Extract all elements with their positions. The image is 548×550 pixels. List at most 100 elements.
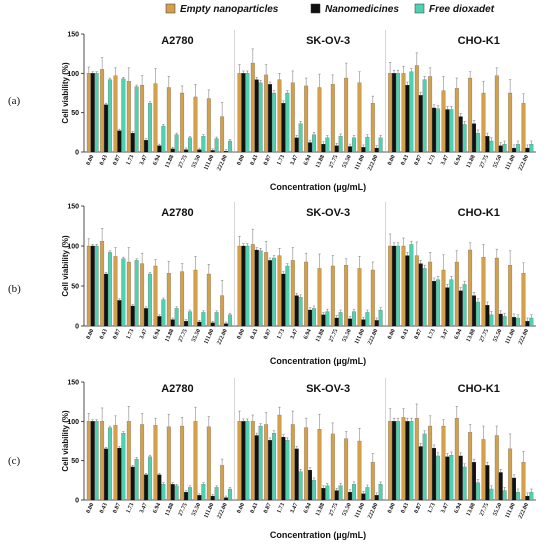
x-tick-label: 0.43 (250, 328, 260, 340)
bar (476, 482, 480, 501)
group-title: SK-OV-3 (306, 207, 350, 219)
bar (432, 447, 436, 501)
bar (325, 311, 330, 327)
bar (485, 465, 490, 501)
bar (304, 427, 309, 501)
bar (126, 421, 131, 501)
bar (250, 62, 255, 153)
y-tick-label: 150 (67, 204, 79, 211)
bar (117, 130, 122, 153)
bar (153, 425, 158, 501)
x-tick-label: 0.87 (414, 154, 424, 166)
bar (481, 439, 486, 501)
bar (344, 265, 349, 327)
bar (193, 96, 198, 153)
bar (458, 455, 463, 501)
x-tick-label: 13.88 (466, 328, 477, 343)
bar (90, 73, 95, 153)
bar (108, 79, 112, 153)
bar (365, 136, 370, 153)
x-tick-label: 27.75 (479, 328, 490, 343)
bar (516, 317, 520, 327)
bar (418, 263, 423, 327)
bar (272, 257, 276, 327)
group-title: CHO-K1 (458, 383, 500, 395)
bar (281, 436, 286, 501)
bar (290, 424, 295, 501)
x-tick-label: 3.47 (440, 328, 450, 340)
y-tick-label: 100 (67, 419, 79, 426)
x-tick-label: 27.75 (328, 154, 339, 169)
bar (268, 84, 272, 153)
bar (281, 273, 286, 327)
x-tick-label: 3.47 (290, 154, 300, 166)
bar (468, 432, 473, 501)
bar (180, 425, 185, 501)
x-tick-label: 111.00 (505, 502, 517, 519)
x-tick-label: 0.00 (236, 502, 246, 514)
bar (525, 495, 530, 501)
x-tick-label: 0.43 (99, 328, 109, 340)
bar (498, 472, 503, 501)
bar (161, 125, 166, 153)
bar (285, 440, 290, 501)
bar (445, 456, 450, 501)
x-tick-label: 111.00 (354, 502, 366, 519)
bar (228, 314, 232, 327)
bar (184, 321, 188, 327)
bar (321, 488, 326, 501)
legend-swatch (414, 3, 425, 14)
x-tick-label: 27.75 (479, 502, 490, 517)
bar (290, 260, 295, 327)
bar (144, 140, 148, 153)
group-title: A2780 (161, 207, 193, 219)
y-tick-label: 50 (71, 458, 79, 465)
bar (241, 245, 246, 327)
x-tick-label: 1.73 (126, 502, 136, 514)
cell-line-group: A2780 0.00 0.43 0.87 1.73 3.47 6.94 13.88 27.75 5… (86, 383, 232, 520)
x-tick-label: 3.47 (440, 154, 450, 166)
x-tick-label: 111.00 (203, 154, 215, 171)
bar (344, 438, 349, 501)
bar (237, 245, 242, 327)
bar (374, 495, 379, 501)
x-tick-label: 0.00 (86, 502, 96, 514)
x-tick-label: 27.75 (328, 502, 339, 517)
x-tick-label: 222.00 (367, 328, 379, 345)
bar (498, 313, 503, 327)
bar (361, 493, 366, 501)
legend-item: Nanomedicines (310, 3, 399, 15)
bar (525, 147, 530, 153)
bar (100, 69, 105, 153)
bar (290, 82, 295, 153)
x-tick-label: 13.88 (315, 154, 326, 169)
bar (268, 440, 272, 501)
bar (258, 250, 263, 327)
bar (254, 435, 259, 501)
bar (174, 485, 179, 501)
bar (344, 77, 349, 153)
bar (206, 273, 211, 327)
bar (370, 462, 375, 501)
bar (180, 92, 185, 153)
bar (405, 421, 410, 501)
bar (432, 107, 436, 153)
x-tick-label: 111.00 (505, 328, 517, 345)
cell-line-group: SK-OV-3 0.00 0.43 0.87 1.73 3.47 6.94 13.88 27.7… (234, 202, 383, 346)
group-title: A2780 (161, 35, 193, 47)
x-tick-label: 0.87 (263, 502, 273, 514)
bar (144, 474, 148, 501)
x-tick-label: 6.94 (152, 328, 162, 340)
bar (197, 495, 202, 501)
bar (130, 305, 135, 327)
legend-item: Free dioxadet (414, 3, 495, 15)
bar (166, 87, 171, 153)
bar (485, 136, 490, 153)
bar (294, 295, 299, 327)
bar (348, 492, 352, 501)
x-tick-label: 1.73 (276, 328, 286, 340)
bar (481, 257, 486, 327)
bar (140, 85, 145, 153)
bar (264, 424, 269, 501)
